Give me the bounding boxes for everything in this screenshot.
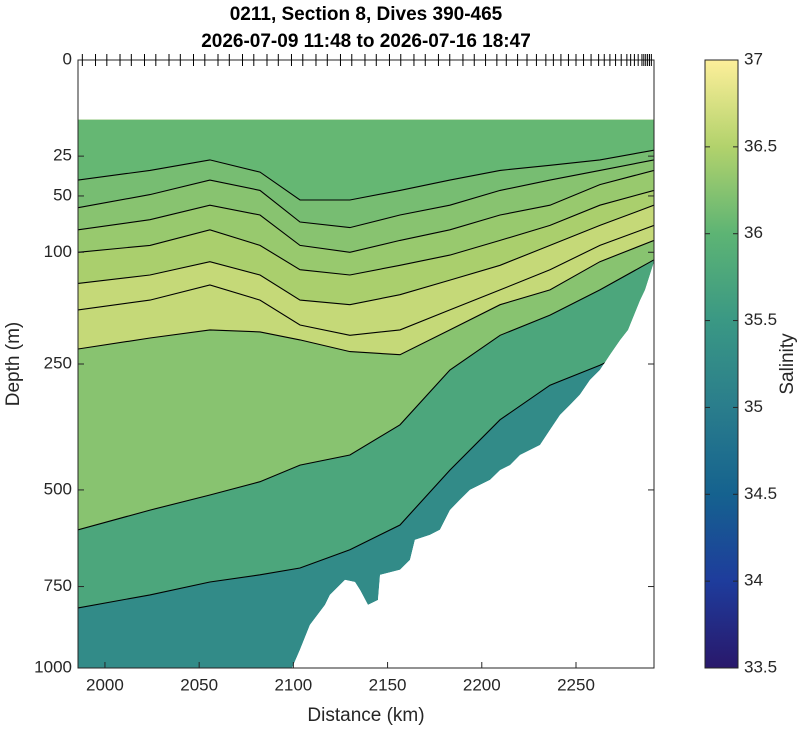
colorbar-tick-label: 33.5 — [744, 657, 777, 676]
x-tick-label: 2150 — [369, 675, 407, 694]
colorbar-tick-label: 37 — [744, 49, 763, 68]
contour-line — [78, 259, 654, 531]
contour-field — [78, 119, 654, 669]
y-tick-label: 50 — [53, 185, 72, 204]
colorbar — [704, 59, 739, 669]
chart-subtitle: 2026-07-09 11:48 to 2026-07-16 18:47 — [201, 31, 531, 52]
y-tick-label: 25 — [53, 146, 72, 165]
contour-line — [78, 169, 654, 253]
colorbar-tick-label: 36 — [744, 223, 763, 242]
x-tick-label: 2200 — [463, 675, 501, 694]
colorbar-tick-label: 34 — [744, 571, 763, 590]
contour-line — [78, 189, 654, 276]
y-tick-label: 500 — [44, 479, 72, 498]
x-tick-label: 2100 — [274, 675, 312, 694]
plot-area: 2000 2050 2100 2150 2200 2250 0 25 50 100 250 500 75… — [34, 49, 655, 694]
y-tick-label: 750 — [44, 576, 72, 595]
contour-band — [78, 119, 654, 200]
y-tick-label: 1000 — [34, 657, 72, 676]
contour-line — [78, 159, 654, 229]
colorbar-tick-label: 35.5 — [744, 310, 777, 329]
x-tick-label: 2250 — [557, 675, 595, 694]
x-tick-label: 2050 — [180, 675, 218, 694]
contour-line — [78, 339, 654, 609]
y-tick-label: 250 — [44, 353, 72, 372]
colorbar-tick-label: 36.5 — [744, 136, 777, 155]
contour-line — [78, 149, 654, 201]
colorbar-label: Salinity — [777, 333, 798, 395]
y-tick-label: 100 — [44, 242, 72, 261]
contour-line — [78, 224, 654, 336]
x-tick-label: 2000 — [86, 675, 124, 694]
chart-title: 0211, Section 8, Dives 390-465 — [230, 4, 503, 25]
x-axis-label: Distance (km) — [307, 705, 424, 726]
y-axis-label: Depth (m) — [3, 322, 24, 406]
colorbar-tick-label: 34.5 — [744, 484, 777, 503]
contour-line — [78, 239, 654, 356]
contour-line — [78, 204, 654, 306]
colorbar-tick-label: 35 — [744, 397, 763, 416]
y-tick-label: 0 — [63, 49, 72, 68]
